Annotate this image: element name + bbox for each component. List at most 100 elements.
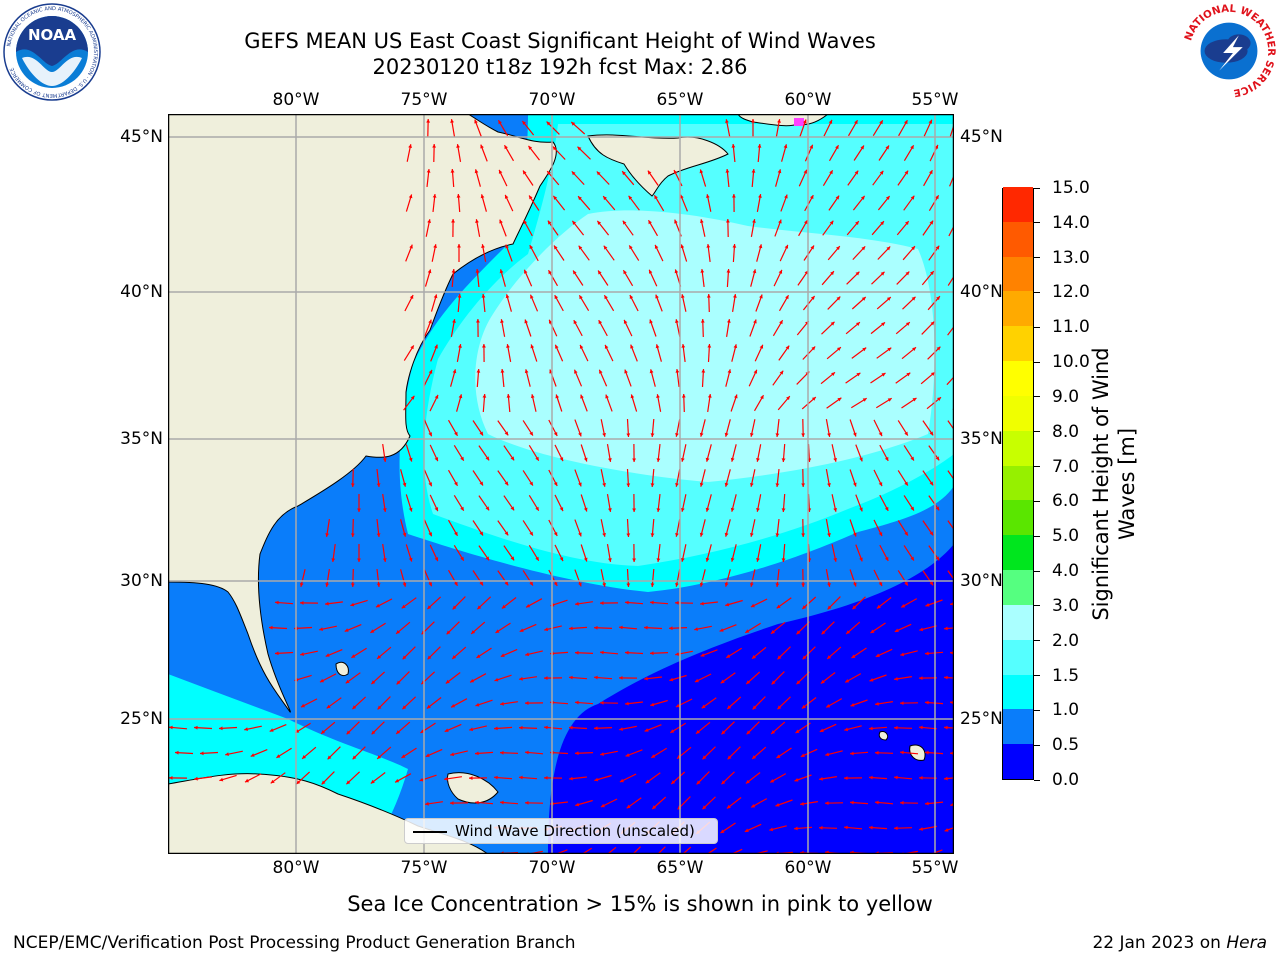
wind-wave-arrow (554, 344, 564, 362)
wind-wave-arrow (820, 672, 836, 684)
wind-wave-arrow (599, 650, 619, 655)
wind-wave-arrow (427, 646, 441, 660)
wind-wave-arrow (868, 775, 888, 780)
wind-wave-arrow (219, 774, 237, 782)
wind-wave-arrow (344, 624, 362, 632)
wind-wave-arrow (499, 750, 519, 755)
wind-wave-arrow (897, 520, 909, 536)
wind-wave-arrow (770, 621, 786, 635)
wind-wave-arrow (801, 697, 817, 709)
wind-wave-arrow (571, 170, 585, 186)
wind-wave-arrow (600, 569, 606, 587)
colorbar-tick (1034, 744, 1040, 746)
wind-wave-arrow (825, 468, 831, 488)
wind-wave-arrow (694, 625, 712, 631)
wind-wave-arrow (757, 143, 762, 163)
wind-wave-arrow (325, 569, 330, 587)
colorbar-tick-label: 11.0 (1052, 317, 1090, 338)
wind-wave-arrow (376, 569, 381, 587)
wind-wave-arrow (855, 494, 863, 512)
wind-wave-arrow (920, 371, 936, 385)
wind-wave-arrow (468, 776, 488, 780)
wind-wave-arrow (775, 519, 780, 537)
wind-wave-arrow (750, 569, 756, 587)
wind-wave-arrow (453, 544, 465, 562)
wind-wave-arrow (744, 622, 762, 634)
wind-wave-arrow (472, 470, 484, 486)
wind-wave-arrow (528, 195, 540, 211)
lat-label-left-35n: 35°N (120, 429, 163, 449)
wind-wave-arrow (400, 569, 407, 587)
wind-wave-arrow (750, 519, 756, 537)
wind-wave-arrow (878, 145, 890, 161)
wind-wave-arrow (801, 518, 805, 538)
colorbar-segment (1003, 465, 1033, 501)
wind-wave-arrow (850, 397, 868, 409)
wind-wave-arrow (827, 296, 841, 310)
wind-wave-arrow (523, 269, 533, 287)
wind-wave-arrow (423, 369, 433, 387)
noaa-logo: NATIONAL OCEANIC AND ATMOSPHERIC ADMINIS… (3, 3, 101, 101)
wind-wave-arrow (869, 674, 887, 682)
colorbar-tick (1034, 500, 1040, 502)
wind-wave-arrow (803, 245, 815, 261)
wind-wave-arrow (628, 195, 640, 211)
wind-wave-arrow (405, 494, 413, 512)
wind-wave-arrow (450, 318, 456, 338)
wind-wave-arrow (844, 673, 862, 683)
wind-wave-arrow (574, 700, 594, 705)
wind-wave-arrow (654, 244, 664, 262)
wind-wave-arrow (724, 469, 731, 487)
wind-wave-arrow (922, 220, 934, 236)
wind-wave-arrow (603, 294, 615, 312)
lon-label-bottom-60w: 60°W (784, 858, 832, 878)
colorbar-tick (1034, 257, 1040, 259)
colorbar-segment (1003, 744, 1033, 779)
colorbar-segment (1003, 500, 1033, 536)
wind-wave-arrow (450, 750, 468, 757)
wind-wave-arrow (522, 170, 534, 186)
wind-wave-arrow (395, 621, 411, 635)
lon-label-top-80w: 80°W (272, 90, 320, 110)
wind-wave-arrow (426, 697, 442, 709)
wind-wave-arrow (650, 568, 655, 588)
wind-wave-arrow (401, 747, 417, 759)
wind-wave-arrow (922, 470, 934, 486)
wind-wave-arrow (500, 648, 518, 658)
wind-wave-arrow (903, 445, 915, 461)
colorbar-tick (1034, 570, 1040, 572)
wind-wave-arrow (218, 726, 238, 731)
colorbar-tick-label: 4.0 (1052, 561, 1080, 582)
wind-wave-arrow (481, 293, 486, 313)
colorbar-tick (1034, 187, 1040, 189)
wind-wave-arrow (375, 598, 393, 608)
wind-wave-arrow (573, 319, 583, 337)
wind-wave-arrow (543, 725, 563, 730)
wind-wave-arrow (725, 647, 743, 659)
wind-wave-arrow (449, 801, 469, 805)
wind-wave-arrow (706, 293, 711, 313)
wind-wave-arrow (396, 671, 410, 685)
colorbar-tick-label: 0.0 (1052, 770, 1080, 790)
wind-wave-arrow (495, 622, 511, 634)
wind-wave-arrow (732, 243, 737, 263)
wind-wave-arrow (650, 747, 668, 759)
wind-wave-arrow (619, 773, 637, 783)
colorbar-segment (1003, 361, 1033, 396)
wind-wave-arrow (675, 319, 681, 337)
wind-wave-arrow (702, 746, 716, 760)
colorbar-tick (1034, 222, 1040, 224)
wind-wave-arrow (801, 596, 817, 610)
wind-wave-arrow (600, 798, 618, 808)
wind-wave-arrow (681, 494, 687, 512)
wind-wave-arrow (474, 169, 481, 187)
wind-wave-arrow (405, 244, 413, 262)
wind-wave-arrow (871, 271, 885, 285)
wind-wave-arrow (503, 445, 515, 461)
wind-wave-arrow (876, 296, 892, 310)
colorbar-tick-label: 0.5 (1052, 735, 1080, 756)
wind-wave-arrow (519, 676, 537, 681)
wind-wave-arrow (705, 494, 712, 512)
noaa-logo-text: NOAA (28, 26, 77, 44)
wind-wave-arrow (429, 444, 439, 462)
